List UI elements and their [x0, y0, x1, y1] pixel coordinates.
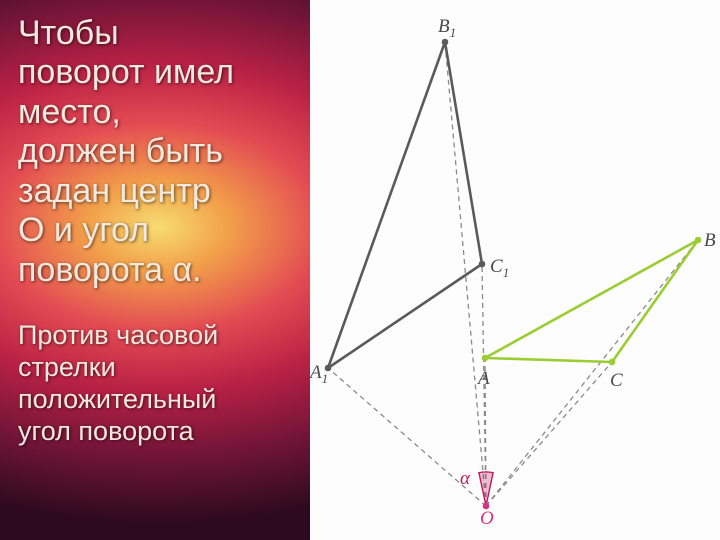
slide-root: Чтобы поворот имел место, должен быть за… — [0, 0, 720, 540]
diagram-panel: A B C A1 B1 C1 Oα — [310, 0, 720, 540]
point-label: α — [460, 468, 470, 490]
main-text: Чтобы поворот имел место, должен быть за… — [18, 14, 318, 290]
point-label: A1 — [310, 362, 328, 387]
point-label: C1 — [490, 256, 509, 281]
point-label: A — [478, 368, 490, 390]
point-label: B — [704, 230, 716, 252]
point-label: O — [480, 508, 494, 530]
point-label: C — [610, 370, 623, 392]
text-block: Чтобы поворот имел место, должен быть за… — [18, 14, 318, 448]
point-label: B1 — [438, 16, 456, 41]
sub-text: Против часовой стрелки положительный уго… — [18, 320, 318, 447]
rotation-diagram — [310, 0, 720, 540]
